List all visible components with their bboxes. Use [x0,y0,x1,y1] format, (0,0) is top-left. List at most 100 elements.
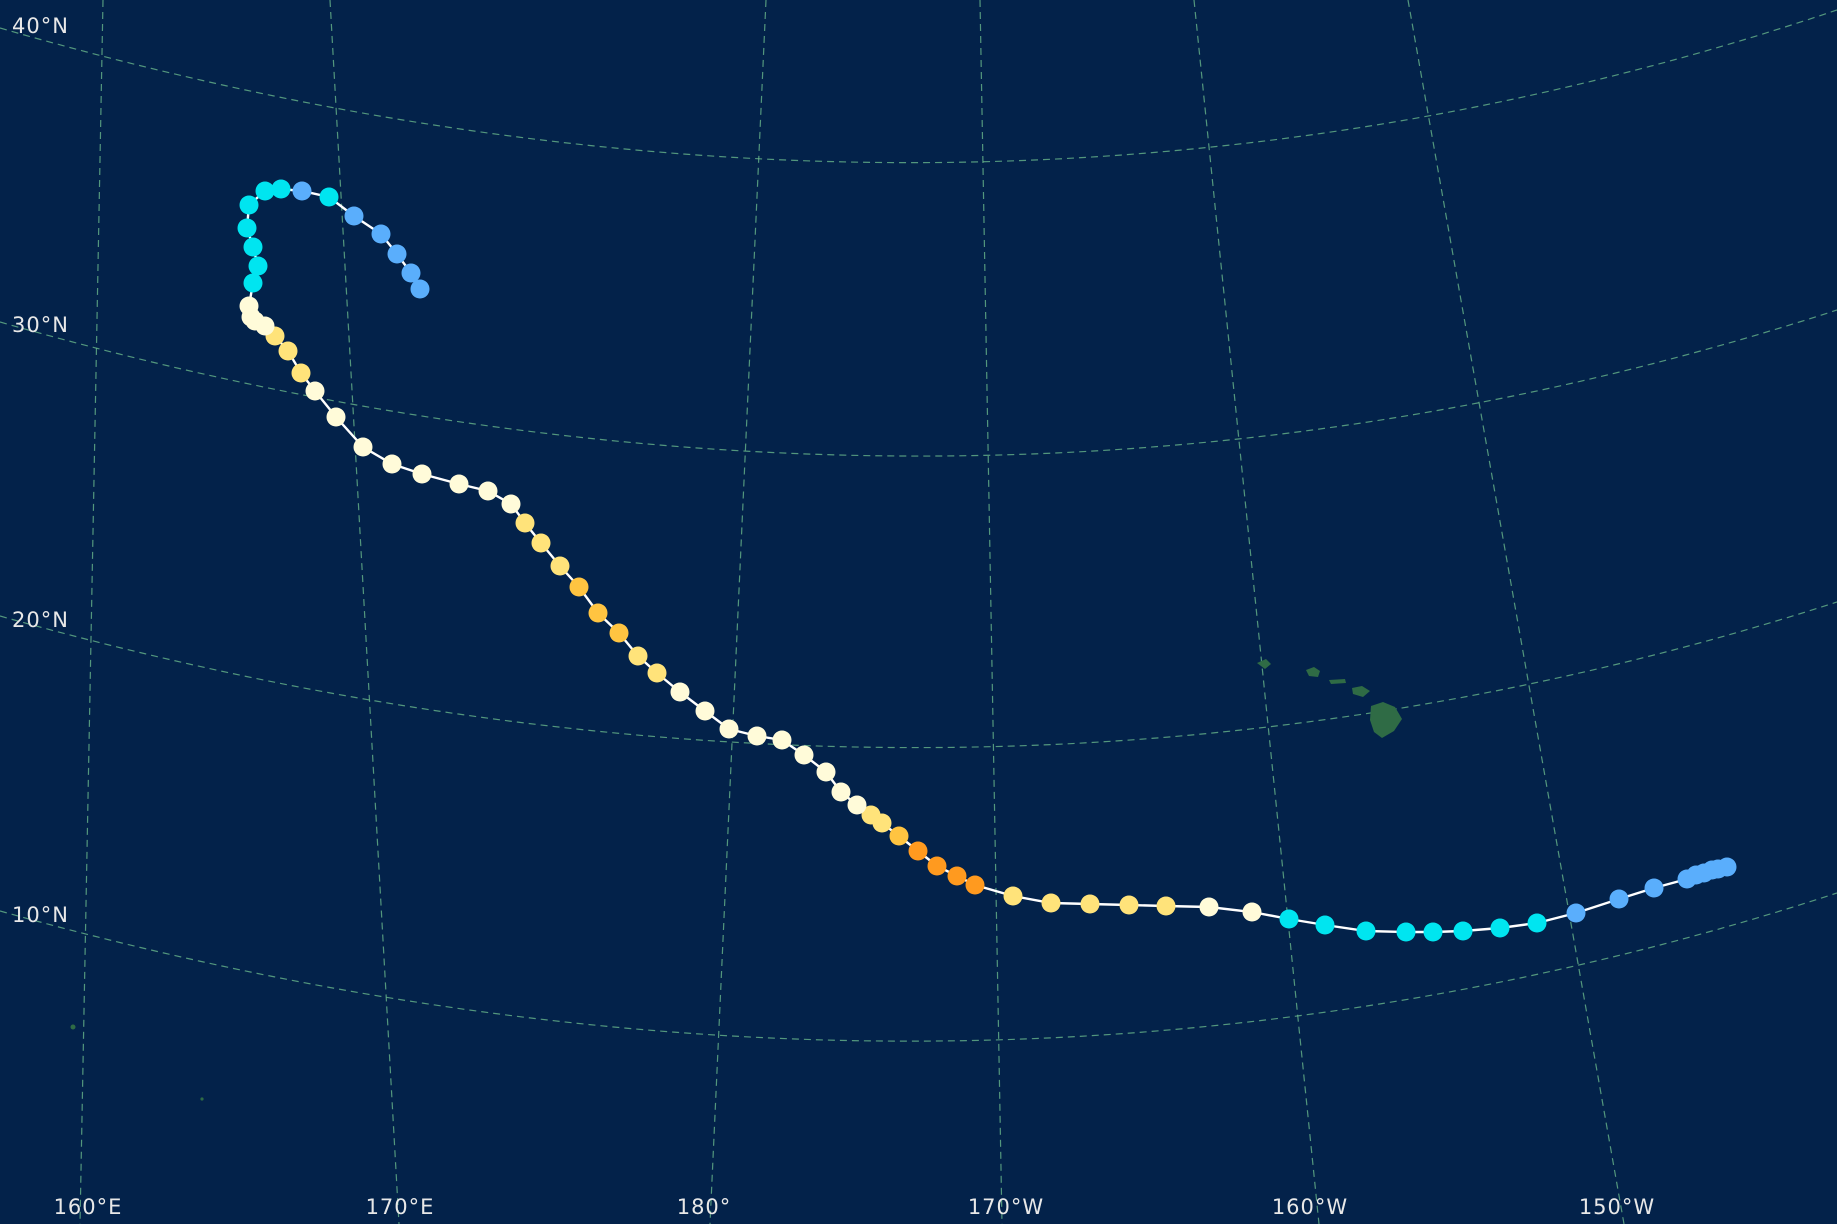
track-point-33 [831,782,851,802]
track-point-6 [1677,869,1697,889]
track-point-45 [569,577,589,597]
lat-label-30n: 30°N [12,313,69,337]
track-point-20 [1156,896,1176,916]
track-point-39 [695,701,715,721]
track-point-54 [353,437,373,457]
lat-label-20n: 20°N [12,608,69,632]
track-point-40 [670,682,690,702]
lon-label-150w: 150°W [1579,1195,1655,1219]
small-pacific-islands [70,1024,204,1101]
storm-track-points [237,179,1737,942]
track-point-70 [271,179,291,199]
track-point-29 [889,826,909,846]
island-hawaii [1370,702,1402,738]
track-point-63 [239,296,259,316]
track-point-46 [550,556,570,576]
track-point-15 [1356,921,1376,941]
track-point-28 [908,841,928,861]
track-point-12 [1453,921,1473,941]
lon-label-160w: 160°W [1272,1195,1348,1219]
track-point-71 [292,181,312,201]
track-point-25 [965,875,985,895]
lat-line-20n [0,601,1837,749]
track-point-75 [387,244,407,264]
island-kauai [1257,659,1271,669]
track-point-58 [278,341,298,361]
track-point-35 [794,745,814,765]
track-point-69 [255,181,275,201]
track-point-74 [371,224,391,244]
track-point-26 [947,866,967,886]
track-point-56 [305,381,325,401]
track-point-7 [1644,878,1664,898]
track-point-18 [1242,902,1262,922]
track-point-66 [243,237,263,257]
lat-line-40n [0,9,1837,164]
island-dot-1 [70,1024,76,1030]
track-point-41 [647,663,667,683]
track-point-65 [248,256,268,276]
track-point-36 [772,730,792,750]
track-point-17 [1279,909,1299,929]
track-point-14 [1396,922,1416,942]
lon-line-170e [329,0,400,1224]
track-point-10 [1527,913,1547,933]
lon-label-170e: 170°E [366,1195,435,1219]
track-point-64 [243,273,263,293]
track-point-52 [412,464,432,484]
track-point-68 [239,195,259,215]
track-point-50 [478,481,498,501]
track-point-31 [861,805,881,825]
island-dot-2 [200,1097,204,1101]
track-point-24 [1003,886,1023,906]
track-point-23 [1041,893,1061,913]
island-molokai [1329,679,1346,684]
track-point-77 [410,279,430,299]
lon-label-180: 180° [677,1195,732,1219]
lon-line-180 [709,0,767,1224]
lat-label-10n: 10°N [12,903,69,927]
lat-line-10n [0,892,1837,1042]
island-oahu [1306,667,1320,677]
track-point-73 [344,206,364,226]
track-point-9 [1566,903,1586,923]
track-point-22 [1080,894,1100,914]
track-point-32 [847,795,867,815]
track-point-37 [747,726,767,746]
lon-line-150w [1407,0,1625,1224]
track-point-27 [927,856,947,876]
track-point-38 [719,719,739,739]
lon-line-170w [979,0,1003,1224]
track-point-67 [237,218,257,238]
track-point-34 [816,762,836,782]
island-maui [1352,686,1370,697]
track-point-43 [609,623,629,643]
lat-line-30n [0,309,1837,457]
lat-label-40n: 40°N [12,14,69,38]
track-point-13 [1423,922,1443,942]
track-point-44 [588,603,608,623]
track-point-42 [628,646,648,666]
axis-labels: 40°N 30°N 20°N 10°N 160°E 170°E 180° 170… [12,14,1655,1219]
track-point-8 [1609,889,1629,909]
lon-line-160e [79,0,104,1224]
track-point-16 [1315,915,1335,935]
track-point-49 [501,494,521,514]
track-point-47 [531,533,551,553]
land [70,659,1402,1101]
track-point-55 [326,407,346,427]
track-point-21 [1119,895,1139,915]
track-point-53 [382,454,402,474]
lon-line-160w [1193,0,1320,1224]
track-point-11 [1490,918,1510,938]
track-point-19 [1199,897,1219,917]
track-point-72 [319,187,339,207]
track-point-51 [449,474,469,494]
lon-label-170w: 170°W [968,1195,1044,1219]
hawaiian-islands [1257,659,1402,738]
lon-label-160e: 160°E [54,1195,123,1219]
track-point-48 [515,513,535,533]
